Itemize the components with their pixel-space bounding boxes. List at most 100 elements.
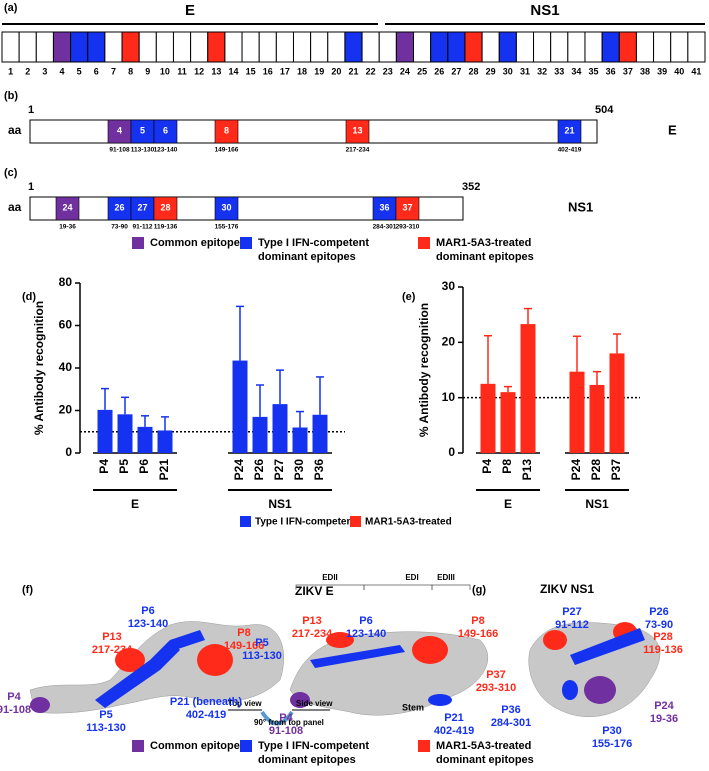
epitope-label: P6 — [141, 605, 154, 617]
peptide-number: 27 — [451, 66, 461, 76]
bar — [117, 414, 133, 453]
legend-label: Type I IFN-competent — [255, 517, 357, 528]
domain-label: EDIII — [437, 573, 455, 582]
y-tick-label: 30 — [442, 279, 456, 293]
peptide-box — [138, 31, 157, 63]
x-tick-label: P37 — [609, 459, 623, 481]
epitope-id: 36 — [379, 202, 389, 212]
epitope-segment — [153, 196, 178, 221]
epitope-label: 73-90 — [645, 619, 673, 631]
peptide-box — [104, 31, 123, 63]
legend-label: dominant epitopes — [436, 754, 534, 766]
group-label: E — [185, 2, 195, 19]
seq-start: 1 — [28, 181, 34, 193]
legend-swatch — [240, 740, 252, 752]
peptide-box — [464, 31, 483, 63]
bar — [292, 427, 308, 453]
bar — [272, 404, 288, 453]
legend-label: MAR1-5A3-treated — [365, 517, 452, 528]
x-tick-label: P6 — [137, 459, 151, 474]
epitope-label: 149-166 — [458, 628, 498, 640]
peptide-box — [515, 31, 535, 63]
error-bar — [316, 376, 324, 415]
error-bar — [141, 415, 149, 427]
bar — [157, 430, 173, 453]
legend-label: dominant epitopes — [436, 251, 534, 263]
epitope-range: 73-90 — [111, 224, 128, 231]
peptide-number: 22 — [366, 66, 376, 76]
group-label: NS1 — [530, 2, 559, 19]
peptide-number: 40 — [674, 66, 684, 76]
peptide-box — [378, 31, 397, 63]
x-tick-label: P21 — [157, 459, 171, 481]
peptide-number: 31 — [520, 66, 530, 76]
epitope-label: P24 — [654, 700, 674, 712]
group-label: NS1 — [585, 497, 609, 511]
epitope-range: 284-301 — [373, 224, 397, 231]
peptide-number: 33 — [554, 66, 564, 76]
peptide-number: 26 — [434, 66, 444, 76]
peptide-number: 2 — [25, 66, 30, 76]
legend-label: MAR1-5A3-treated — [436, 740, 531, 752]
domain-bracket — [363, 584, 433, 590]
peptide-number: 8 — [128, 66, 133, 76]
epitope-label: 113-130 — [86, 722, 126, 734]
peptide-box — [275, 31, 294, 63]
epitope-segment — [55, 196, 80, 221]
y-axis-title: % Antibody recognition — [417, 303, 431, 437]
peptide-number: 16 — [263, 66, 273, 76]
epitope-range: 19-36 — [59, 224, 76, 231]
group-label: NS1 — [268, 497, 292, 511]
epitope-label: 402-419 — [186, 709, 226, 721]
peptide-box — [413, 31, 432, 63]
epitope-label: 149-166 — [224, 640, 264, 652]
bar — [480, 383, 496, 453]
view-label: Top view — [228, 699, 262, 708]
error-bar — [504, 385, 512, 393]
legend-label: Common epitopes — [150, 740, 246, 752]
error-bar — [101, 387, 109, 410]
epitope-label: 91-108 — [0, 704, 31, 716]
x-tick-label: P4 — [480, 459, 494, 474]
epitope-segment — [557, 119, 582, 144]
epitope-id: 24 — [62, 202, 72, 212]
error-bar — [593, 370, 601, 385]
legend-label: dominant epitopes — [258, 251, 356, 263]
peptide-number: 32 — [537, 66, 547, 76]
epitope-id: 8 — [224, 125, 229, 135]
panel-label: (c) — [4, 167, 18, 179]
epitope-label: P4 — [279, 712, 293, 724]
epitope-label: 19-36 — [650, 713, 678, 725]
domain-label: EDI — [405, 573, 418, 582]
peptide-box — [567, 31, 586, 63]
peptide-box — [155, 31, 174, 63]
y-tick-label: 10 — [442, 390, 456, 404]
bar — [589, 384, 605, 453]
epitope-label: P13 — [102, 631, 122, 643]
error-bar — [256, 384, 264, 417]
peptide-box — [618, 31, 637, 63]
epitope-label: P21 (beneath) — [170, 696, 242, 708]
epitope-id: 6 — [163, 125, 168, 135]
epitope-label: P4 — [7, 691, 21, 703]
x-tick-label: P4 — [97, 459, 111, 474]
seq-end: 352 — [462, 181, 480, 193]
epitope-label: P5 — [255, 637, 268, 649]
epitope-patches — [30, 622, 645, 713]
peptide-number: 39 — [657, 66, 667, 76]
epitope-range: 123-140 — [154, 147, 178, 154]
peptide-number: 35 — [589, 66, 599, 76]
epitope-label: P8 — [471, 615, 484, 627]
x-tick-label: P26 — [252, 459, 266, 481]
peptide-number: 28 — [469, 66, 479, 76]
peptide-box — [224, 31, 243, 63]
epitope-id: 26 — [114, 202, 124, 212]
legend-swatch — [418, 237, 430, 249]
legend-label: Common epitopes — [150, 237, 246, 249]
legend-label: Type I IFN-competent — [258, 740, 369, 752]
aa-label: aa — [8, 200, 22, 214]
group-label: E — [131, 497, 139, 511]
bar — [252, 416, 268, 453]
legend-swatch — [132, 237, 144, 249]
panel-label: (e) — [402, 291, 416, 303]
